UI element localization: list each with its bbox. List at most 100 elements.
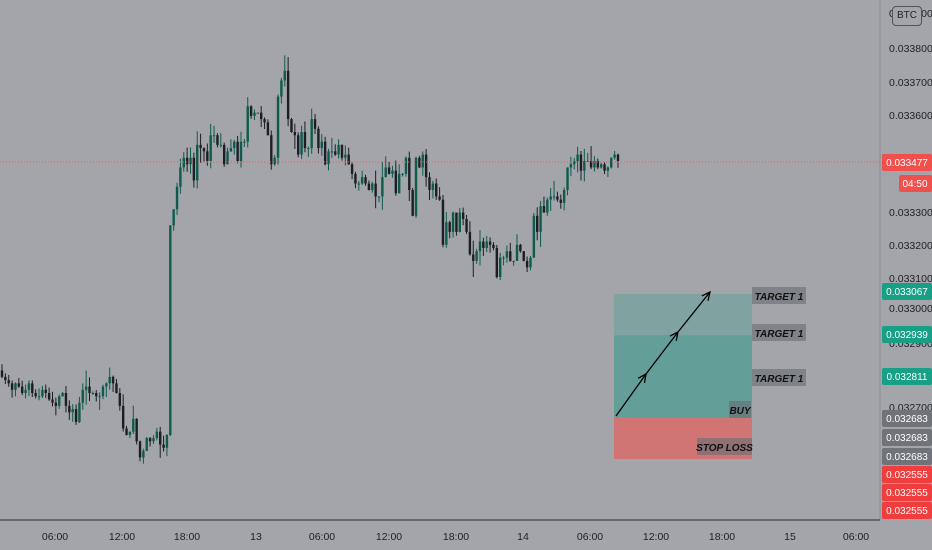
candle-body [599, 164, 603, 168]
candle-body [222, 144, 226, 165]
candle-body [357, 183, 361, 185]
candle-body [404, 157, 408, 174]
candle-body [108, 376, 111, 384]
candle-body [64, 393, 68, 406]
time-tick-label: 06:00 [42, 531, 68, 543]
candle-body [556, 196, 559, 200]
candle-body [61, 393, 64, 397]
candle-body [243, 141, 246, 143]
candle-body [488, 241, 492, 245]
candle-body [283, 70, 286, 81]
price-marker [882, 326, 932, 343]
candle-body [276, 96, 280, 158]
candle-body [371, 183, 374, 190]
trade-setup[interactable] [614, 294, 752, 460]
candle-body [259, 112, 263, 120]
candle-body [125, 428, 128, 435]
candle-body [47, 393, 51, 400]
time-tick-label: 13 [250, 531, 262, 543]
price-tick-label: 0.033800 [889, 43, 932, 55]
time-axis[interactable]: 06:00 12:00 18:00 13 06:00 12:00 18:00 14 06:00 1… [42, 531, 869, 543]
annotation-box [752, 324, 806, 341]
candle-body [219, 144, 222, 146]
candle-body [482, 241, 485, 248]
candle-body [175, 186, 179, 210]
candle-body [583, 161, 586, 171]
candle-body [78, 402, 81, 422]
candle-body [293, 132, 297, 136]
annotation-box [729, 401, 751, 418]
candle-body [428, 177, 431, 190]
candle-body [327, 151, 330, 165]
candle-body [603, 164, 606, 171]
trend-arrow-head[interactable] [701, 290, 711, 301]
countdown-marker [899, 174, 932, 192]
candle-body [616, 154, 620, 161]
candle-body [212, 135, 216, 137]
trend-arrow-line[interactable] [615, 373, 647, 417]
candle-body [552, 196, 556, 198]
candle-body [155, 431, 159, 439]
candle-body [88, 386, 91, 393]
last-price-label: 0.033477 [886, 158, 928, 169]
candle-body [290, 119, 293, 132]
trend-arrows[interactable] [615, 290, 711, 417]
candle-body [192, 157, 196, 181]
price-marker-label: 0.032939 [886, 330, 928, 341]
candle-body [522, 251, 525, 261]
candle-body [68, 405, 71, 413]
time-tick-label: 18:00 [443, 531, 469, 543]
candle-body [37, 396, 41, 398]
candle-body [337, 144, 340, 155]
candle-body [145, 438, 148, 451]
candle-body [441, 199, 445, 245]
candle-body [14, 383, 17, 390]
annotation-label: BUY [729, 406, 751, 417]
time-tick-label: 18:00 [174, 531, 200, 543]
candle-body [549, 196, 552, 200]
candle-body [350, 164, 354, 174]
candle-body [529, 257, 532, 268]
annotation-label: TARGET 1 [755, 374, 804, 385]
candle-body [233, 141, 236, 149]
candle-body [128, 431, 132, 435]
annotation-label: TARGET 1 [755, 292, 804, 303]
candle-body [303, 132, 307, 149]
price-marker [882, 410, 932, 427]
price-tick-label: 0.033300 [889, 207, 932, 219]
candle-body [24, 389, 27, 393]
annotation-box [697, 438, 752, 455]
candle-body [387, 167, 391, 174]
symbol-badge[interactable]: BTC [892, 6, 922, 26]
candle-body [401, 173, 404, 175]
candle-body [54, 402, 58, 406]
candle-body [118, 393, 122, 406]
candle-body [84, 386, 88, 390]
candle-body [148, 438, 152, 442]
candle-body [610, 157, 613, 168]
candle-body [472, 254, 475, 261]
candle-body [152, 438, 155, 442]
candle-body [509, 251, 512, 261]
candle-body [185, 157, 189, 165]
price-marker-label: 0.033067 [886, 287, 928, 298]
trend-arrow-line[interactable] [645, 331, 679, 375]
price-axis[interactable]: 0.0339000.0338000.0337000.0336000.033300… [889, 8, 932, 414]
candle-body [162, 444, 165, 448]
candle-body [381, 177, 384, 197]
candle-body [41, 389, 44, 397]
candle-body [495, 248, 499, 277]
candle-body [121, 405, 125, 429]
candle-body [438, 196, 441, 200]
price-tick-label: 0.033100 [889, 273, 932, 285]
candle-body [613, 154, 616, 158]
candle-body [340, 144, 344, 158]
trend-arrow-line[interactable] [677, 291, 711, 333]
candle-body [10, 383, 14, 390]
candle-body [142, 451, 145, 458]
candle-body [307, 148, 310, 150]
candle-body [172, 209, 175, 226]
countdown-label: 04:50 [902, 179, 927, 190]
candle-body [206, 151, 209, 161]
